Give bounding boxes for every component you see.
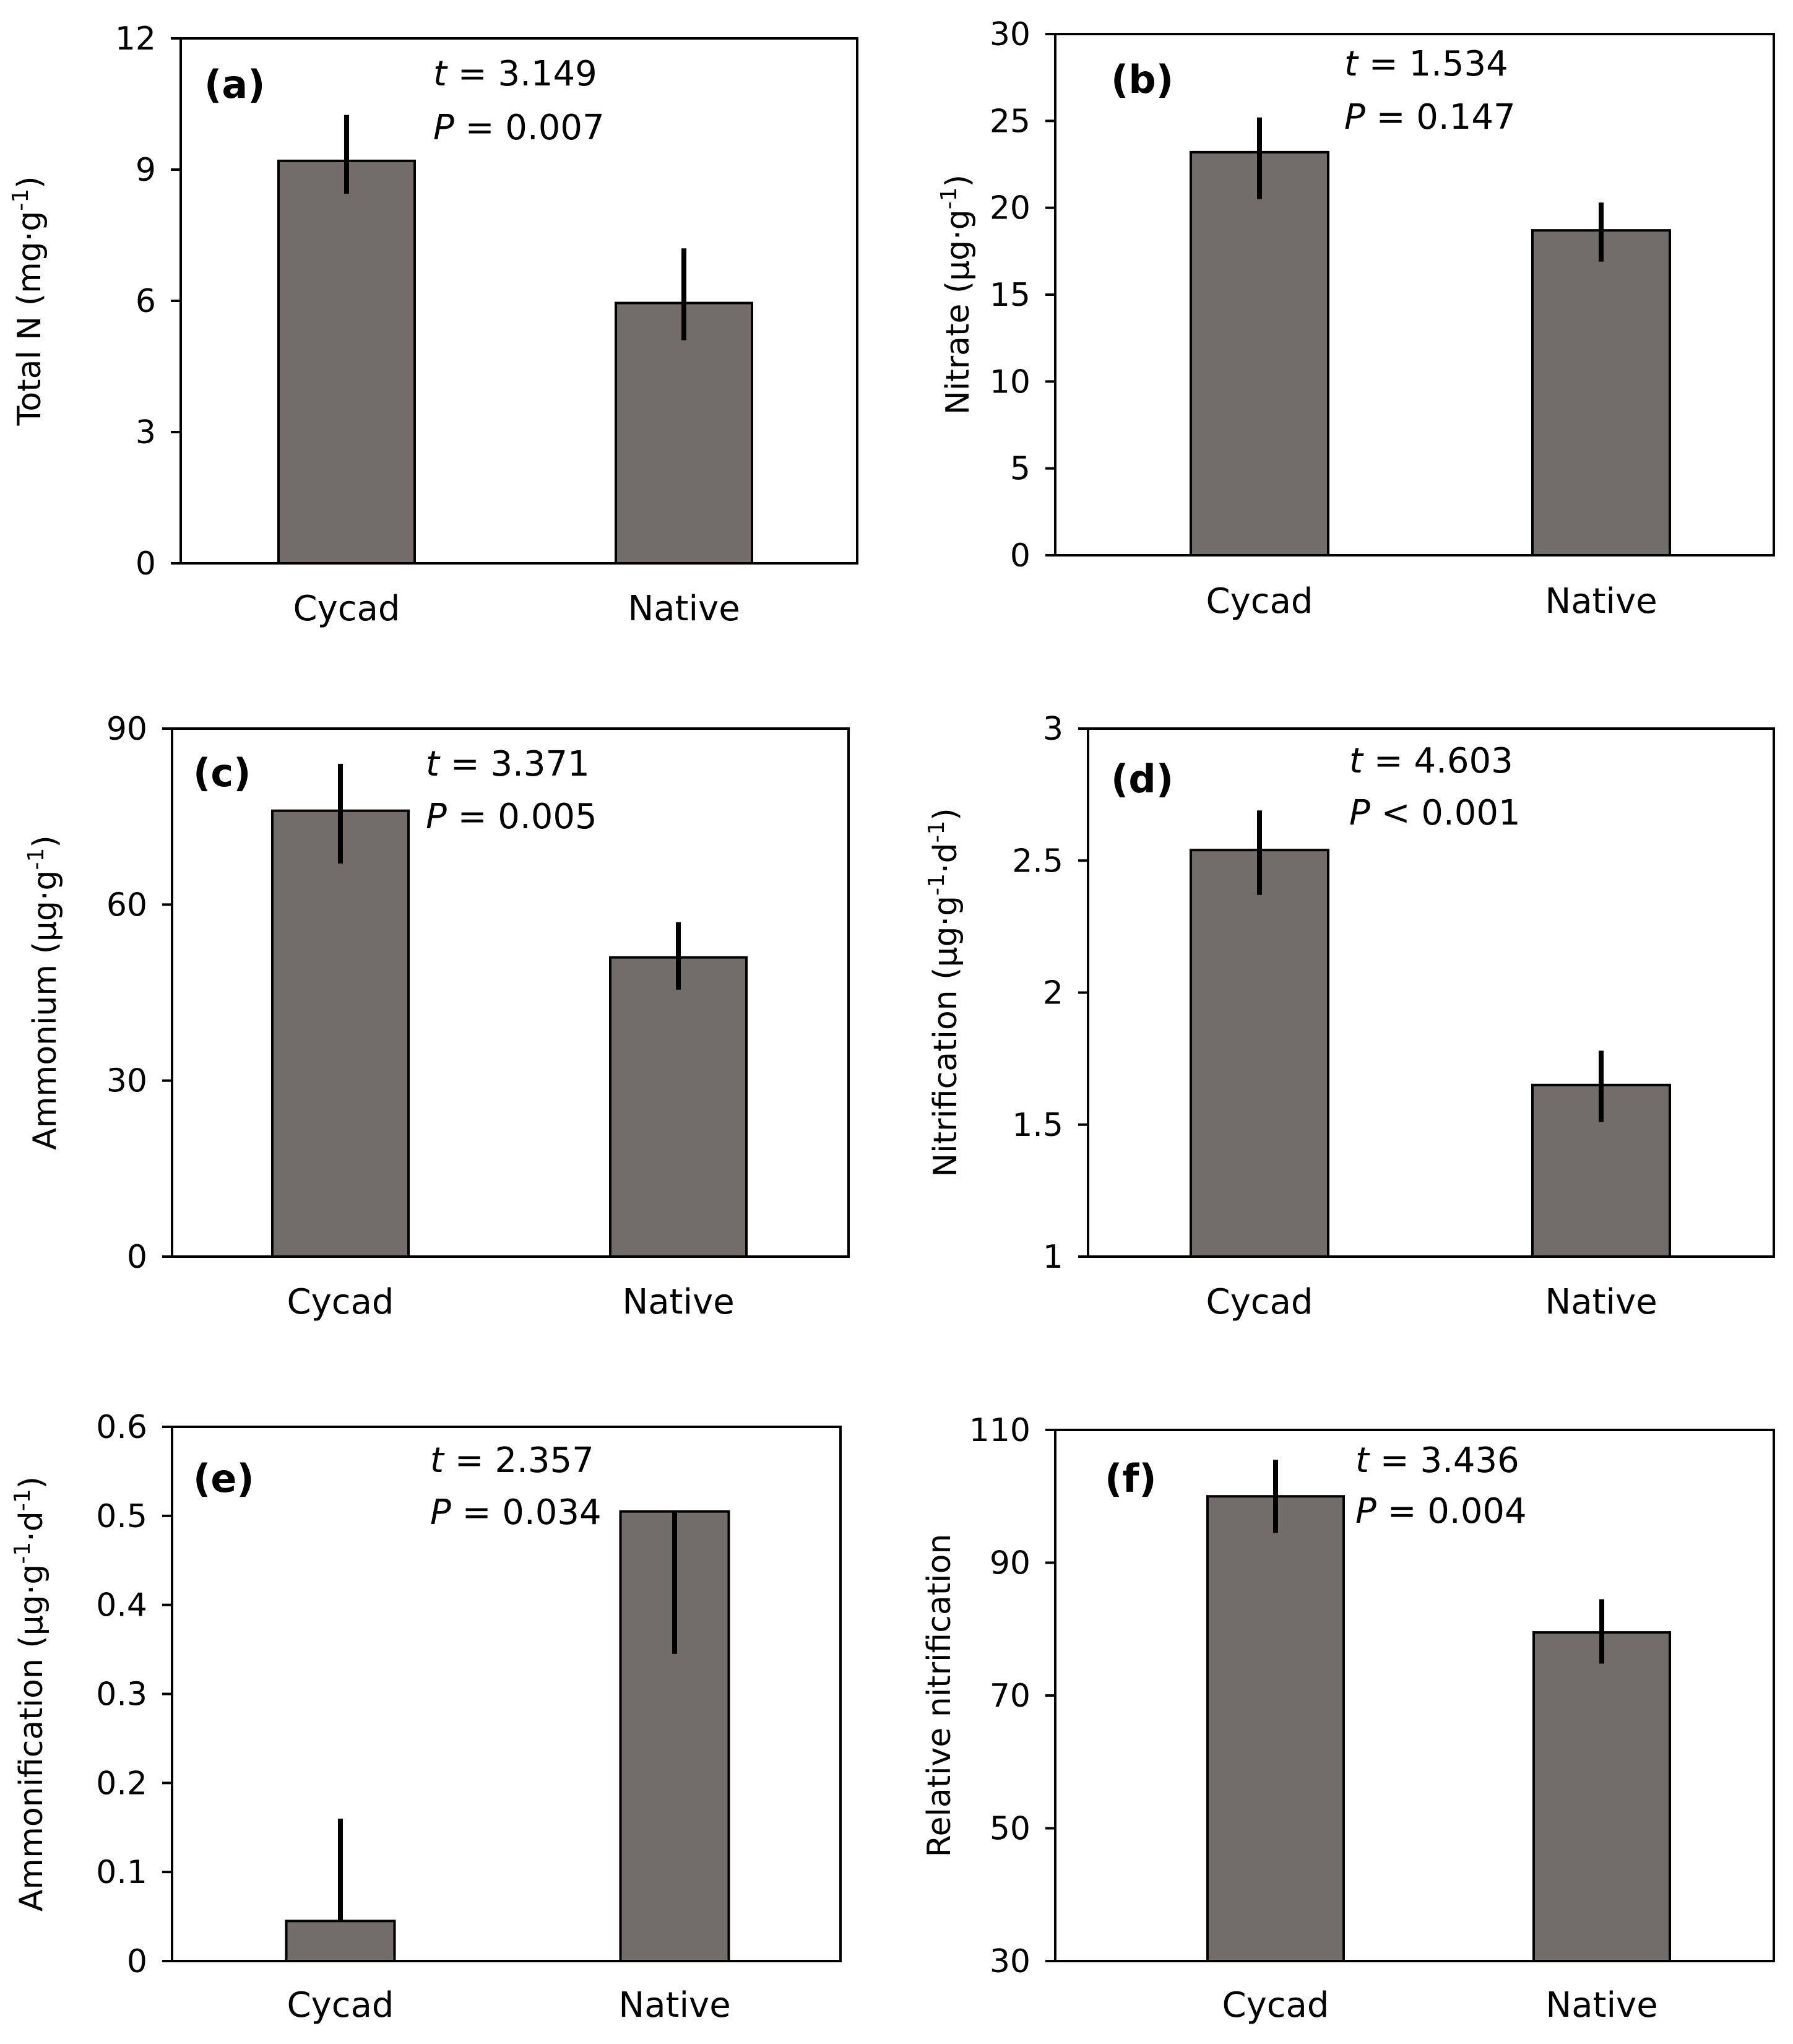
y-tick-label: 3 xyxy=(136,414,156,451)
stat-t-value: t = 4.603 xyxy=(1349,741,1513,781)
y-axis-label: Nitrification (µg·g-1·d-1) xyxy=(924,808,965,1177)
y-axis-label: Ammonification (µg·g-1·d-1) xyxy=(10,1476,51,1912)
stat-p-value: P = 0.034 xyxy=(430,1492,602,1533)
bar-native xyxy=(615,301,753,565)
y-tick-label: 0.1 xyxy=(96,1854,147,1891)
stat-t-value: t = 3.436 xyxy=(1355,1440,1519,1481)
panel-label: (e) xyxy=(193,1456,254,1501)
stat-p-value: P = 0.004 xyxy=(1355,1491,1527,1531)
x-category-label: Native xyxy=(622,1282,734,1322)
panel-label: (b) xyxy=(1111,57,1173,102)
x-category-label: Cycad xyxy=(1206,581,1313,621)
panel-e: 0 0.1 0.2 0.3 0.4 0.5 0.6 Cycad Native (e) t = 2.3… xyxy=(10,1409,842,2025)
y-tick-label: 30 xyxy=(990,16,1030,53)
y-tick-label: 2 xyxy=(1043,975,1063,1012)
panel-b: 0 5 10 15 20 25 30 Cycad Native (b) t = 1.534 P = 0… xyxy=(936,16,1775,621)
stat-p-value: P = 0.147 xyxy=(1344,97,1516,137)
y-tick-label: 0.6 xyxy=(96,1409,147,1446)
y-axis-label: Total N (mg·g-1) xyxy=(8,176,49,426)
bar-cycad xyxy=(1190,150,1329,556)
x-category-label: Native xyxy=(628,589,740,629)
bar-native xyxy=(1532,1631,1671,1963)
y-tick-label: 0.2 xyxy=(96,1765,147,1802)
y-axis-label: Nitrate (µg·g-1) xyxy=(936,175,977,415)
y-tick-label: 0.4 xyxy=(96,1587,147,1624)
y-tick-label: 60 xyxy=(106,886,147,924)
stat-t-value: t = 1.534 xyxy=(1344,44,1508,84)
stat-p-value: P = 0.005 xyxy=(426,797,597,837)
y-tick-label: 0 xyxy=(1010,537,1030,574)
stat-p-value: P = 0.007 xyxy=(433,108,605,148)
y-tick-label: 110 xyxy=(969,1412,1030,1449)
x-category-label: Cycad xyxy=(1222,1985,1329,2025)
y-tick-label: 5 xyxy=(1010,451,1030,488)
panel-f: 30 50 70 90 110 Cycad Native (f) t = 3.436 P = 0.… xyxy=(921,1412,1775,2025)
y-tick-label: 15 xyxy=(990,277,1030,314)
stat-t-value: t = 3.149 xyxy=(433,54,597,94)
x-category-label: Cycad xyxy=(287,1985,394,2025)
stat-p-value: P < 0.001 xyxy=(1349,793,1521,833)
y-tick-label: 20 xyxy=(990,190,1030,227)
bar-cycad xyxy=(1206,1495,1345,1962)
panel-c: 0 30 60 90 Cycad Native (c) t = 3.371 P = 0.005 A… xyxy=(24,711,850,1322)
y-tick-label: 70 xyxy=(990,1678,1030,1715)
y-tick-label: 2.5 xyxy=(1012,842,1063,880)
bar-cycad xyxy=(271,809,410,1258)
y-tick-label: 10 xyxy=(990,363,1030,401)
y-tick-label: 0.5 xyxy=(96,1498,147,1535)
y-tick-label: 0 xyxy=(136,545,156,582)
y-tick-label: 1 xyxy=(1043,1239,1063,1276)
bar-cycad xyxy=(277,159,416,565)
x-category-label: Cycad xyxy=(287,1282,394,1322)
y-tick-label: 90 xyxy=(990,1545,1030,1582)
bar-cycad xyxy=(285,1920,396,1962)
y-tick-label: 30 xyxy=(990,1943,1030,1980)
y-tick-label: 9 xyxy=(136,152,156,189)
panel-label: (a) xyxy=(204,62,266,107)
bar-cycad xyxy=(1190,849,1329,1258)
y-tick-label: 12 xyxy=(115,20,156,58)
y-tick-label: 0 xyxy=(127,1239,147,1276)
panel-label: (d) xyxy=(1111,756,1173,802)
bar-native xyxy=(609,956,748,1258)
y-axis-label: Ammonium (µg·g-1) xyxy=(24,835,64,1150)
x-category-label: Cycad xyxy=(1206,1282,1313,1322)
y-tick-label: 25 xyxy=(990,103,1030,140)
panel-a: 0 3 6 9 12 Cycad Native (a) t = 3.149 P = 0.007 To… xyxy=(8,20,858,629)
y-tick-label: 30 xyxy=(106,1063,147,1100)
stat-t-value: t = 2.357 xyxy=(430,1440,594,1481)
y-tick-label: 0.3 xyxy=(96,1676,147,1713)
y-tick-label: 90 xyxy=(106,711,147,748)
x-category-label: Native xyxy=(618,1985,730,2025)
y-tick-label: 0 xyxy=(127,1943,147,1980)
panel-d: 1 1.5 2 2.5 3 Cycad Native (d) t = 4.603 P < 0.00… xyxy=(924,711,1775,1322)
x-category-label: Native xyxy=(1545,1282,1657,1322)
x-category-label: Native xyxy=(1545,1985,1657,2025)
stat-t-value: t = 3.371 xyxy=(426,744,590,784)
x-category-label: Native xyxy=(1545,581,1657,621)
y-tick-label: 50 xyxy=(990,1811,1030,1848)
x-category-label: Cycad xyxy=(293,589,400,629)
bar-native xyxy=(1531,229,1671,556)
y-tick-label: 6 xyxy=(136,283,156,320)
panel-label: (f) xyxy=(1105,1456,1157,1501)
y-tick-label: 1.5 xyxy=(1012,1107,1063,1144)
y-axis-label: Relative nitrification xyxy=(921,1534,958,1858)
y-tick-label: 3 xyxy=(1043,711,1063,748)
plot-frame xyxy=(171,727,850,1258)
panel-label: (c) xyxy=(193,750,251,795)
